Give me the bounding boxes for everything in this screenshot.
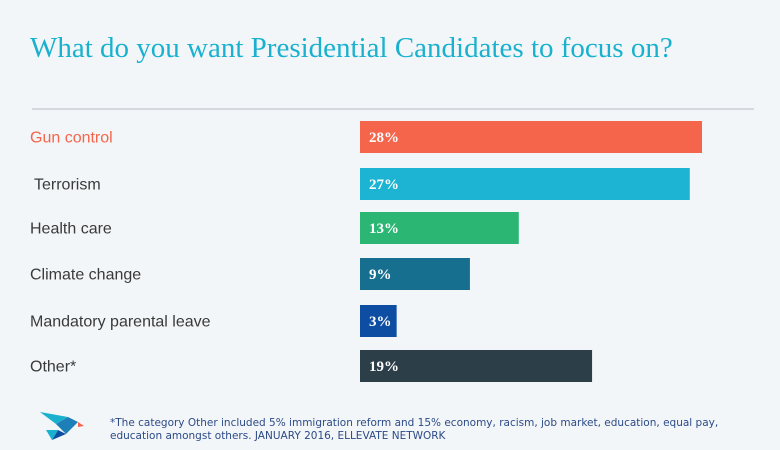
value-label-climate-change: 9% — [369, 267, 392, 283]
bar-gun-control — [360, 121, 702, 153]
bird-logo-icon — [40, 412, 84, 440]
value-label-terrorism: 27% — [369, 177, 399, 193]
value-label-mandatory-parental-leave: 3% — [369, 314, 392, 330]
bar-climate-change — [360, 258, 470, 290]
category-label-gun-control: Gun control — [30, 130, 113, 147]
value-label-other: 19% — [369, 359, 399, 375]
bar-mandatory-parental-leave — [360, 305, 397, 337]
bar-health-care — [360, 212, 519, 244]
category-label-health-care: Health care — [30, 221, 112, 238]
category-label-climate-change: Climate change — [30, 267, 141, 284]
value-label-gun-control: 28% — [369, 130, 399, 146]
chart-title: What do you want Presidential Candidates… — [30, 32, 673, 64]
title-divider — [32, 108, 754, 110]
category-label-mandatory-parental-leave: Mandatory parental leave — [30, 314, 211, 331]
footnote: *The category Other included 5% immigrat… — [110, 417, 719, 442]
category-label-terrorism: Terrorism — [34, 177, 101, 194]
category-label-other: Other* — [30, 359, 76, 376]
value-label-health-care: 13% — [369, 221, 399, 237]
bar-terrorism — [360, 168, 690, 200]
bar-other — [360, 350, 593, 382]
